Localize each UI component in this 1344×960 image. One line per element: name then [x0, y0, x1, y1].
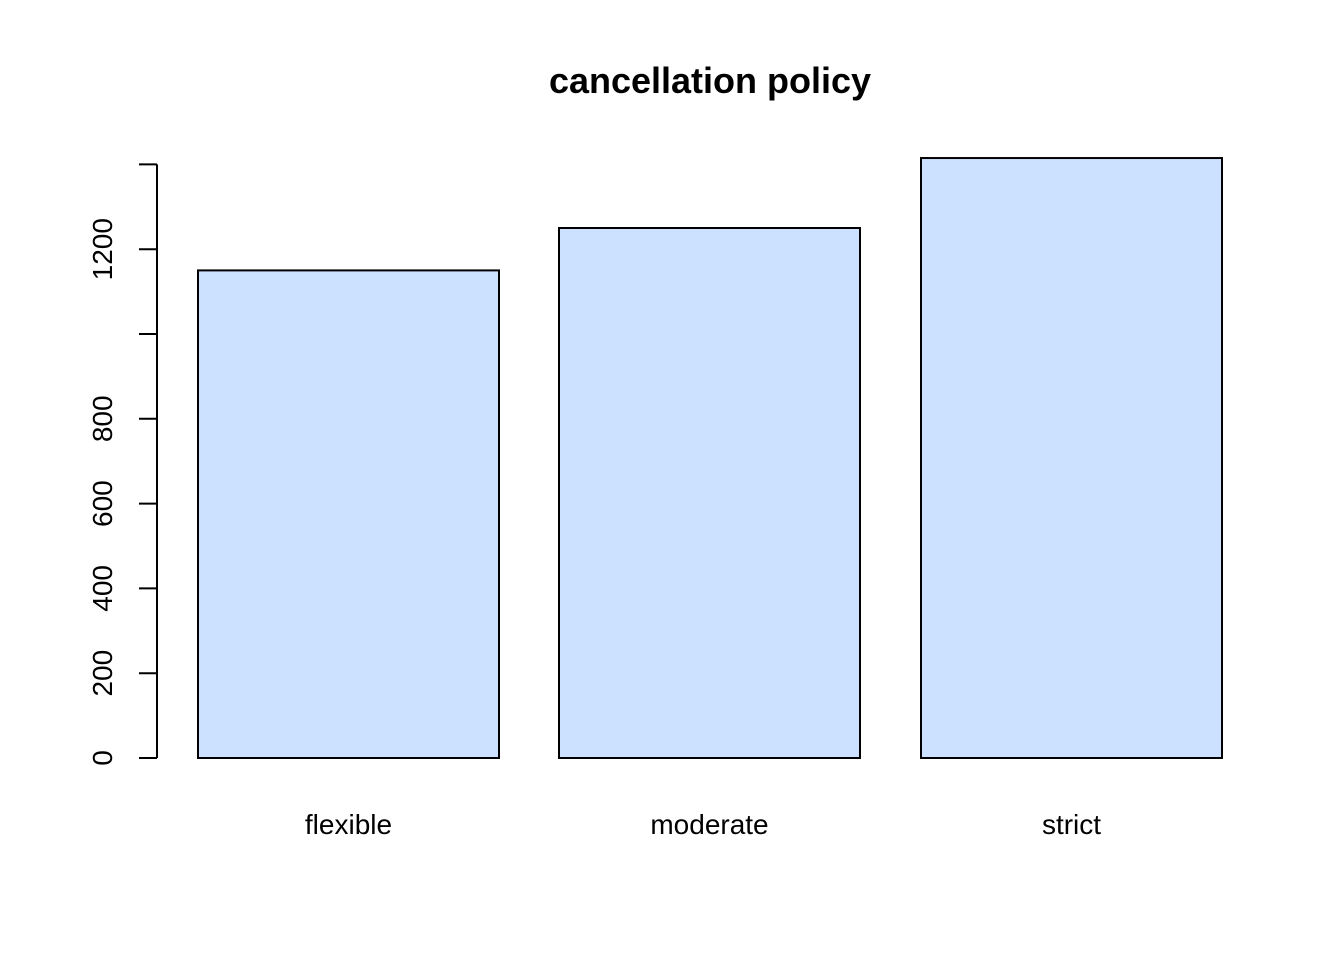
- x-label-flexible: flexible: [305, 809, 392, 840]
- chart-title: cancellation policy: [549, 60, 871, 101]
- x-axis-labels: flexible moderate strict: [305, 809, 1101, 840]
- y-tick-label-0: 0: [87, 750, 118, 766]
- bar-flexible: [197, 269, 500, 759]
- y-tick-label-400: 400: [87, 565, 118, 612]
- x-label-strict: strict: [1042, 809, 1101, 840]
- y-tick-label-600: 600: [87, 480, 118, 527]
- y-tick-label-800: 800: [87, 395, 118, 442]
- x-label-moderate: moderate: [650, 809, 768, 840]
- bar-moderate: [558, 227, 861, 759]
- y-tick-label-1200: 1200: [87, 218, 118, 280]
- y-axis: 0 200 400 600 800 1200: [87, 163, 158, 766]
- y-tick-label-200: 200: [87, 650, 118, 697]
- bar-strict: [920, 157, 1223, 760]
- bars-group: [197, 157, 1223, 760]
